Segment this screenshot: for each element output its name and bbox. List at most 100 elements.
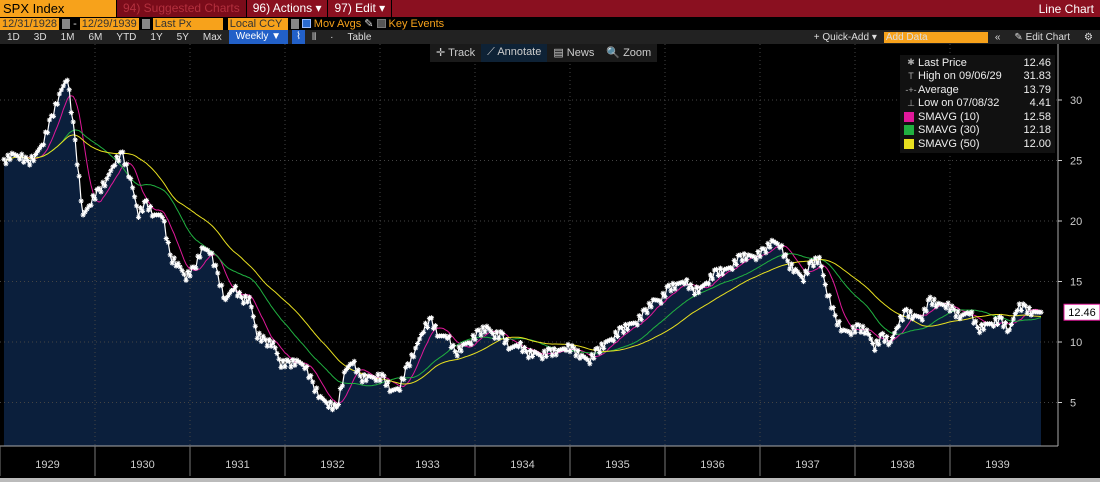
- period-max[interactable]: Max: [202, 31, 222, 43]
- line-chart-icon[interactable]: ⌇: [292, 30, 305, 44]
- price-marker: [777, 245, 783, 251]
- price-marker: [949, 303, 955, 309]
- x-tick-label: 1936: [700, 459, 724, 471]
- price-marker: [500, 330, 506, 337]
- price-marker: [549, 353, 555, 359]
- price-marker: [674, 281, 680, 287]
- sma30-line: [3, 129, 1042, 387]
- legend-sma30[interactable]: SMAVG (30) 12.18: [904, 124, 1051, 138]
- price-marker: [666, 282, 672, 288]
- price-marker: [787, 266, 793, 272]
- price-marker: [547, 346, 553, 352]
- price-marker: [589, 351, 595, 358]
- price-marker: [343, 366, 349, 373]
- pencil-icon[interactable]: ✎: [364, 18, 374, 30]
- key-events-checkbox[interactable]: [376, 19, 386, 28]
- price-marker: [211, 263, 217, 269]
- mov-avgs-checkbox[interactable]: [301, 19, 311, 28]
- price-marker: [488, 328, 494, 334]
- price-marker: [452, 349, 458, 355]
- price-marker: [264, 343, 270, 349]
- price-marker: [272, 345, 278, 351]
- price-marker: [832, 312, 838, 318]
- sma50-line: [3, 134, 1042, 385]
- quick-add-button[interactable]: + Quick-Add ▾: [813, 31, 877, 43]
- price-marker: [139, 208, 146, 214]
- bar-chart-icon[interactable]: ⫴: [311, 31, 317, 43]
- price-marker: [60, 83, 66, 89]
- field-select[interactable]: Last Px: [152, 17, 223, 30]
- price-marker: [428, 315, 435, 321]
- ticker-field[interactable]: SPX Index: [0, 0, 117, 17]
- price-marker: [359, 379, 365, 385]
- gear-icon[interactable]: ⚙: [1084, 31, 1093, 43]
- line-chart[interactable]: 5 10 15 20 25 30 1929 1930 1931 1932 1933 1934 1935 1…: [0, 44, 1100, 482]
- price-marker: [329, 407, 336, 413]
- legend-low[interactable]: ⊥ Low on 07/08/32 4.41: [904, 97, 1051, 111]
- price-marker: [290, 356, 296, 363]
- zoom-button[interactable]: 🔍 Zoom: [606, 47, 652, 59]
- price-marker: [430, 325, 437, 331]
- price-marker: [901, 307, 908, 314]
- price-marker: [213, 262, 219, 268]
- price-marker: [128, 176, 134, 182]
- edit-chart-button[interactable]: ✎ Edit Chart: [1014, 31, 1071, 43]
- price-marker: [480, 324, 486, 330]
- period-1y[interactable]: 1Y: [150, 31, 163, 43]
- price-marker: [68, 109, 74, 116]
- add-data-input[interactable]: Add Data: [883, 31, 988, 43]
- price-marker: [383, 382, 389, 389]
- annotate-button[interactable]: ⟋ Annotate: [481, 44, 548, 62]
- price-marker: [682, 281, 688, 287]
- price-marker: [54, 101, 60, 107]
- currency-select[interactable]: Local CCY: [227, 17, 288, 30]
- end-date-field[interactable]: 12/29/1939: [79, 17, 139, 30]
- y-tick-label: 5: [1070, 398, 1076, 410]
- calendar-icon[interactable]: [62, 18, 71, 29]
- price-marker: [555, 347, 561, 354]
- legend-high[interactable]: T High on 09/06/29 31.83: [904, 70, 1051, 84]
- price-marker: [7, 156, 13, 163]
- price-marker: [137, 205, 144, 211]
- price-marker: [258, 338, 264, 344]
- price-marker: [323, 400, 330, 406]
- price-marker: [973, 318, 979, 324]
- price-marker: [403, 364, 409, 371]
- collapse-icon[interactable]: «: [994, 31, 1001, 43]
- period-ytd[interactable]: YTD: [116, 31, 137, 43]
- edit-menu[interactable]: 97) Edit ▾: [328, 0, 393, 17]
- suggested-charts-button[interactable]: 94) Suggested Charts: [117, 0, 247, 17]
- period-1d[interactable]: 1D: [7, 31, 20, 43]
- price-marker: [502, 340, 508, 346]
- price-marker: [448, 344, 454, 351]
- price-marker: [1038, 309, 1044, 315]
- track-button[interactable]: ✛ Track: [436, 47, 476, 59]
- price-marker: [478, 332, 484, 338]
- dropdown-icon[interactable]: ·: [330, 31, 334, 43]
- price-marker: [126, 174, 132, 180]
- price-marker: [108, 168, 114, 174]
- price-marker: [157, 212, 163, 218]
- period-5y[interactable]: 5Y: [176, 31, 189, 43]
- table-button[interactable]: Table: [347, 31, 372, 43]
- news-button[interactable]: ▤ News: [553, 47, 595, 59]
- price-marker: [302, 366, 308, 372]
- start-date-field[interactable]: 12/31/1928: [0, 17, 60, 30]
- price-marker: [868, 336, 874, 342]
- actions-menu[interactable]: 96) Actions ▾: [247, 0, 329, 17]
- period-1m[interactable]: 1M: [60, 31, 75, 43]
- period-3d[interactable]: 3D: [33, 31, 47, 43]
- dropdown-icon[interactable]: [290, 18, 299, 29]
- legend-last-price[interactable]: ✱ Last Price 12.46: [904, 56, 1051, 70]
- calendar-icon[interactable]: [141, 18, 150, 29]
- legend-average[interactable]: -+- Average 13.79: [905, 83, 1051, 96]
- price-marker: [761, 246, 767, 252]
- price-marker: [21, 159, 27, 165]
- price-marker: [525, 355, 532, 361]
- price-marker: [466, 340, 472, 346]
- legend-sma10[interactable]: SMAVG (10) 12.58: [904, 110, 1051, 124]
- legend-sma50[interactable]: SMAVG (50) 12.00: [904, 137, 1051, 151]
- period-6m[interactable]: 6M: [88, 31, 103, 43]
- price-marker: [796, 271, 803, 277]
- frequency-select[interactable]: Weekly ▼: [228, 30, 289, 44]
